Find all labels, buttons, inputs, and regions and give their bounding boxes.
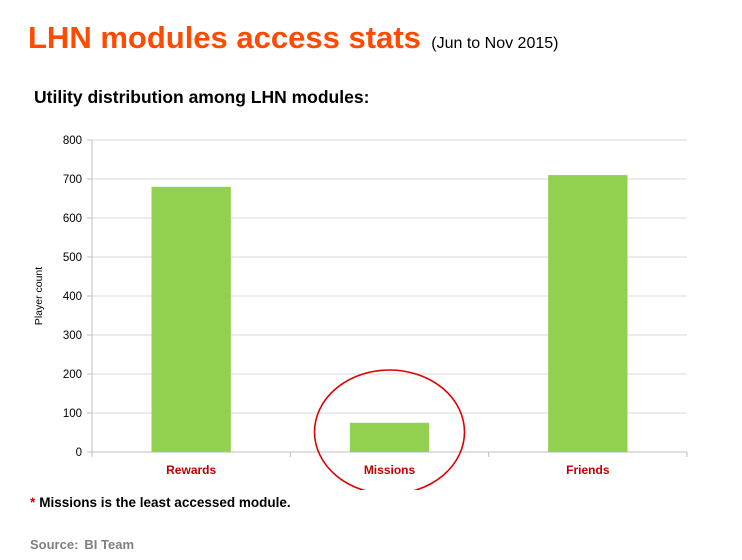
title-main: LHN modules access stats xyxy=(28,20,421,55)
title-period: (Jun to Nov 2015) xyxy=(431,35,559,52)
y-tick-label: 600 xyxy=(63,213,82,225)
y-tick-label: 100 xyxy=(63,408,82,420)
y-tick-label: 200 xyxy=(63,369,82,381)
label-layer: 0 100 200 300 400 500 600 700 800 Player count Rew… xyxy=(33,135,610,477)
footnote-text: Missions is the least accessed module. xyxy=(39,495,291,510)
y-tick-label: 300 xyxy=(63,330,82,342)
x-tick-label-rewards: Rewards xyxy=(166,463,216,477)
chart-subtitle: Utility distribution among LHN modules: xyxy=(34,87,370,107)
y-tick-label: 700 xyxy=(63,174,82,186)
annotation-layer xyxy=(313,369,466,490)
x-tick-label-missions: Missions xyxy=(364,463,416,477)
y-tick-label: 500 xyxy=(63,252,82,264)
y-tick-label: 400 xyxy=(63,291,82,303)
page-title: LHN modules access stats (Jun to Nov 201… xyxy=(28,20,558,56)
footnote-marker: * xyxy=(30,495,36,510)
source-value: BI Team xyxy=(84,537,135,552)
y-tick-label: 0 xyxy=(76,447,82,459)
x-tick-label-friends: Friends xyxy=(566,463,610,477)
bar-layer xyxy=(151,175,628,453)
y-tick-label: 800 xyxy=(63,135,82,147)
y-axis-title: Player count xyxy=(33,267,45,325)
bar-chart: 0 100 200 300 400 500 600 700 800 Player count Rew… xyxy=(33,135,688,490)
bar-rewards xyxy=(151,186,231,453)
bar-missions xyxy=(349,422,430,452)
source-label: Source: xyxy=(30,537,79,552)
footnote: * Missions is the least accessed module. xyxy=(30,495,291,510)
source-line: Source: BI Team xyxy=(30,537,134,552)
highlight-circle xyxy=(313,369,466,490)
bar-friends xyxy=(548,175,628,452)
